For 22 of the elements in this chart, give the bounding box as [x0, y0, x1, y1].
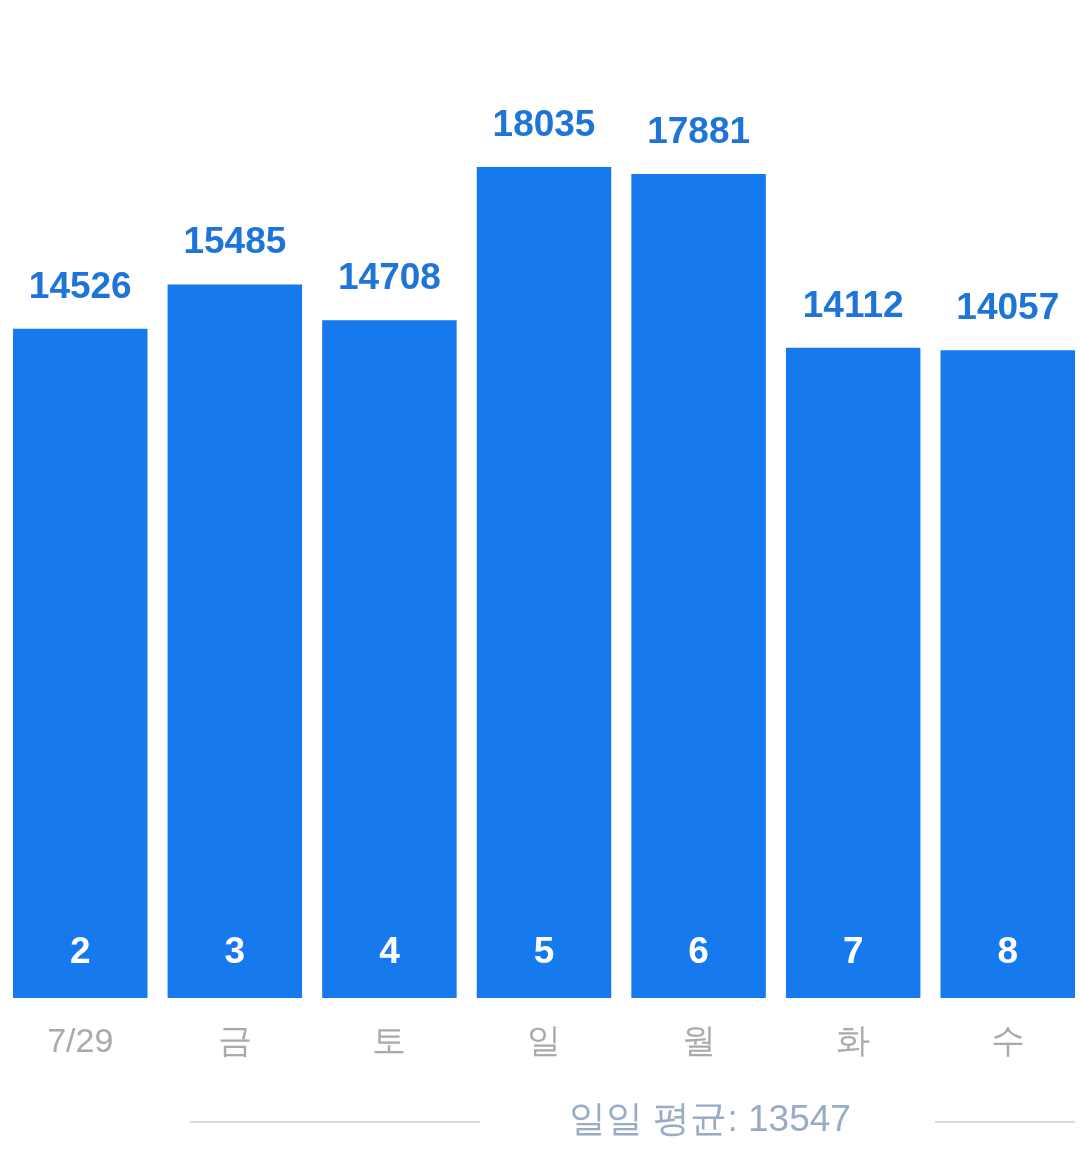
annotation: 4 [379, 930, 401, 971]
text: 일일 평균: 13547 [569, 1098, 851, 1139]
x-tick-label: 금 [217, 1020, 252, 1059]
data-label: 18035 [492, 103, 596, 144]
x-tick-label: 일 [527, 1020, 561, 1059]
annotation: 8 [997, 930, 1019, 971]
annotation: 5 [533, 930, 555, 971]
x-tick-label: 토 [372, 1020, 407, 1059]
annotation: 6 [688, 930, 709, 971]
data-label: 14708 [337, 256, 441, 298]
annotation: 2 [69, 930, 91, 971]
annotation: 3 [224, 930, 246, 971]
data-label: 14057 [956, 286, 1060, 328]
data-label: 17881 [647, 110, 751, 152]
x-tick-label: 월 [681, 1020, 716, 1059]
x-tick-label: 화 [836, 1020, 871, 1059]
x-tick-label: 7/29 [47, 1020, 114, 1059]
data-label: 15485 [183, 220, 287, 262]
data-label: 14112 [802, 283, 904, 325]
annotation: 7 [842, 930, 864, 971]
data-label: 14526 [28, 264, 132, 306]
x-tick-label: 수 [990, 1020, 1025, 1059]
